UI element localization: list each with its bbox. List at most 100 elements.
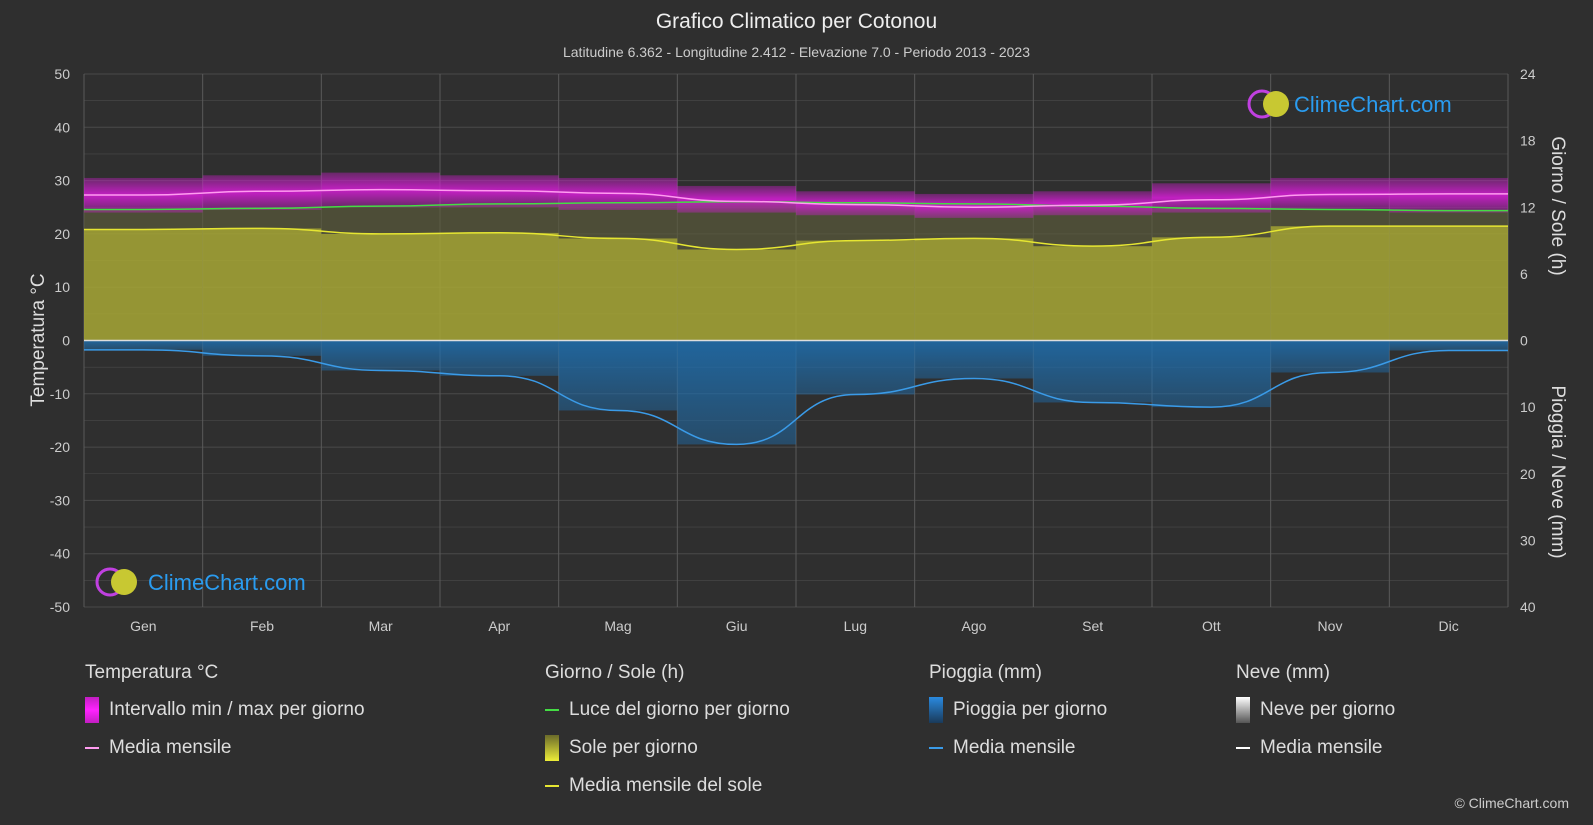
legend-sun-header: Giorno / Sole (h) <box>545 662 685 683</box>
chart-marks <box>84 172 1508 446</box>
temp-mean-line <box>84 188 1508 209</box>
x-tick-label: Mag <box>604 618 631 634</box>
x-tick-label: Feb <box>250 618 274 634</box>
axes: 50 40 30 20 10 0 -10 -20 -30 -40 -50 24 18 12 6 0 10 20 30… <box>50 66 1536 634</box>
daylight-gap-bar <box>202 208 322 229</box>
sun-bar <box>321 233 440 341</box>
rain-bar <box>558 340 678 411</box>
legend-temperature: Temperatura °C Intervallo min / max per … <box>85 662 365 774</box>
rain-bar <box>202 340 322 356</box>
y-left-tick-label: -40 <box>50 546 70 562</box>
legend-label: Pioggia per giorno <box>953 699 1108 720</box>
temp-mean-swatch <box>85 747 99 749</box>
legend-temperature-header: Temperatura °C <box>85 662 219 683</box>
rain-bar <box>440 340 559 376</box>
y-left-tick-label: 10 <box>54 279 70 295</box>
y-left-tick-label: 30 <box>54 173 70 189</box>
legend-item-snow-mean: Media mensile <box>1236 736 1395 760</box>
y-right-bottom-tick-label: 40 <box>1520 599 1536 615</box>
logo-top-text: ClimeChart.com <box>1294 92 1452 117</box>
daylight-gap-bar <box>321 206 440 234</box>
x-tick-label: Giu <box>726 618 748 634</box>
logo-top: ClimeChart.com <box>1247 89 1452 119</box>
sun-bar <box>1389 226 1508 341</box>
daylight-gap-bar <box>1152 208 1271 238</box>
legend-item-temp-mean: Media mensile <box>85 736 365 760</box>
sun-bar <box>914 238 1034 341</box>
legend-snow-header: Neve (mm) <box>1236 662 1330 683</box>
x-tick-label: Mar <box>369 618 393 634</box>
y-left-axis-label: Temperatura °C <box>28 273 49 406</box>
y-right-bottom-tick-label: 30 <box>1520 532 1536 548</box>
y-right-bottom-tick-label: 10 <box>1520 399 1536 415</box>
sun-mean-swatch <box>545 785 559 787</box>
legend-sun: Giorno / Sole (h) Luce del giorno per gi… <box>545 662 790 812</box>
y-left-tick-label: 40 <box>54 119 70 135</box>
x-tick-label: Set <box>1082 618 1103 634</box>
daylight-swatch <box>545 709 559 711</box>
y-right-top-tick-label: 24 <box>1520 66 1536 82</box>
daylight-gap-bar <box>1389 210 1508 227</box>
y-left-tick-label: 50 <box>54 66 70 82</box>
logo-bottom-text: ClimeChart.com <box>148 570 306 595</box>
x-tick-label: Lug <box>844 618 867 634</box>
legend-item-snow: Neve per giorno <box>1236 697 1395 723</box>
rain-bar <box>1152 340 1271 408</box>
legend-item-rain-mean: Media mensile <box>929 736 1107 760</box>
x-tick-label: Ott <box>1202 618 1221 634</box>
sun-bar <box>1033 246 1152 341</box>
y-left-tick-label: -20 <box>50 439 70 455</box>
legend-label: Sole per giorno <box>569 737 698 758</box>
daylight-gap-bar <box>440 203 559 233</box>
sun-bar <box>677 249 796 341</box>
legend-label: Media mensile del sole <box>569 775 763 796</box>
x-tick-label: Ago <box>962 618 987 634</box>
rain-bar <box>796 340 915 395</box>
x-tick-label: Apr <box>488 618 510 634</box>
copyright: © ClimeChart.com <box>1454 795 1569 811</box>
legend-label: Media mensile <box>953 737 1076 758</box>
rain-mean-swatch <box>929 747 943 749</box>
temp-range-swatch <box>85 697 99 723</box>
legend-item-sun: Sole per giorno <box>545 735 790 761</box>
rain-swatch <box>929 697 943 723</box>
y-right-bottom-tick-label: 20 <box>1520 466 1536 482</box>
sun-bar <box>796 240 915 341</box>
logo-bottom: ClimeChart.com <box>95 567 306 597</box>
y-right-top-axis-label: Giorno / Sole (h) <box>1547 136 1568 275</box>
legend-label: Luce del giorno per giorno <box>569 699 790 720</box>
rain-bar <box>914 340 1034 379</box>
logo-sun-icon <box>1263 91 1289 117</box>
legend-rain-header: Pioggia (mm) <box>929 662 1042 683</box>
sun-bar <box>1270 226 1390 341</box>
rain-bar <box>677 340 796 445</box>
legend-item-rain: Pioggia per giorno <box>929 697 1108 723</box>
temp-range-band <box>914 193 1034 218</box>
chart-title: Grafico Climatico per Cotonou <box>655 10 938 33</box>
sun-bar <box>440 232 559 341</box>
snow-mean-swatch <box>1236 747 1250 749</box>
y-left-tick-label: 0 <box>62 333 70 349</box>
sun-swatch <box>545 735 559 761</box>
rain-bar <box>1389 340 1508 351</box>
sun-bar <box>558 238 678 341</box>
y-left-tick-label: -10 <box>50 386 70 402</box>
logo-sun-icon <box>111 569 137 595</box>
legend-label: Intervallo min / max per giorno <box>109 699 365 720</box>
rain-bar <box>84 340 203 350</box>
y-right-top-tick-label: 0 <box>1520 333 1528 349</box>
x-tick-label: Nov <box>1318 618 1343 634</box>
daylight-gap-bar <box>84 209 203 230</box>
temp-range-band <box>1033 191 1152 216</box>
y-right-top-tick-label: 6 <box>1520 266 1528 282</box>
y-left-tick-label: 20 <box>54 226 70 242</box>
legend-rain: Pioggia (mm) Pioggia per giorno Media me… <box>929 662 1107 774</box>
y-left-tick-label: -50 <box>50 599 70 615</box>
sun-bar <box>202 228 322 341</box>
rain-bar <box>1270 340 1390 373</box>
sun-bar <box>1152 237 1271 341</box>
sun-mean-line <box>84 225 1508 251</box>
rain-bar <box>1033 340 1152 403</box>
x-tick-label: Dic <box>1439 618 1459 634</box>
y-right-top-tick-label: 12 <box>1520 199 1536 215</box>
